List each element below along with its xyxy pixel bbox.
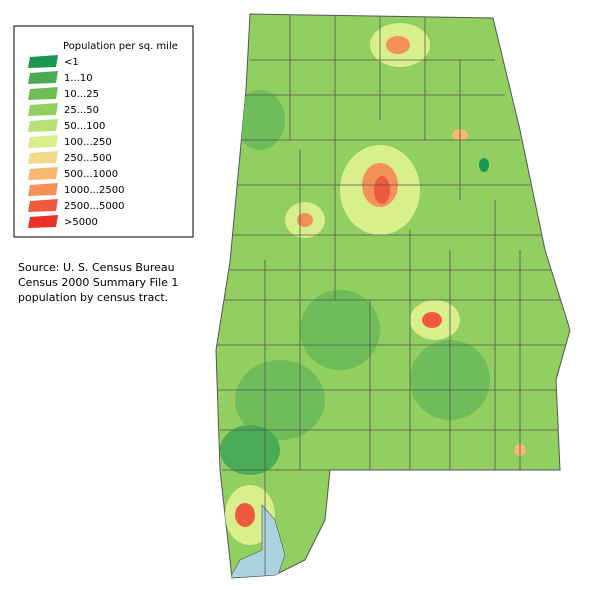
source-text: population by census tract.: [18, 291, 168, 304]
legend-swatch: [28, 215, 58, 228]
legend: Population per sq. mile <1 1...10 10...25 2…: [13, 25, 194, 238]
legend-label: 25...50: [64, 105, 99, 116]
legend-swatch: [28, 199, 58, 212]
legend-title: Population per sq. mile: [63, 41, 178, 52]
legend-label: 1...10: [64, 73, 93, 84]
legend-label: 500...1000: [64, 169, 118, 180]
legend-label: 1000...2500: [64, 185, 124, 196]
legend-label: >5000: [64, 217, 98, 228]
legend-swatch: [28, 183, 58, 196]
legend-label: 10...25: [64, 89, 99, 100]
legend-swatch: [28, 119, 58, 132]
legend-swatch: [28, 103, 58, 116]
legend-swatch: [28, 55, 58, 68]
source-text: Source: U. S. Census Bureau: [18, 261, 175, 274]
legend-swatch: [28, 151, 58, 164]
legend-label: 100...250: [64, 137, 112, 148]
legend-swatch: [28, 167, 58, 180]
legend-label: 250...500: [64, 153, 112, 164]
legend-label: <1: [64, 57, 79, 68]
legend-swatch: [28, 135, 58, 148]
legend-swatch: [28, 71, 58, 84]
legend-label: 2500...5000: [64, 201, 124, 212]
source-text: Census 2000 Summary File 1: [18, 276, 178, 289]
state: [215, 13, 571, 579]
legend-swatch: [28, 87, 58, 100]
legend-label: 50...100: [64, 121, 105, 132]
